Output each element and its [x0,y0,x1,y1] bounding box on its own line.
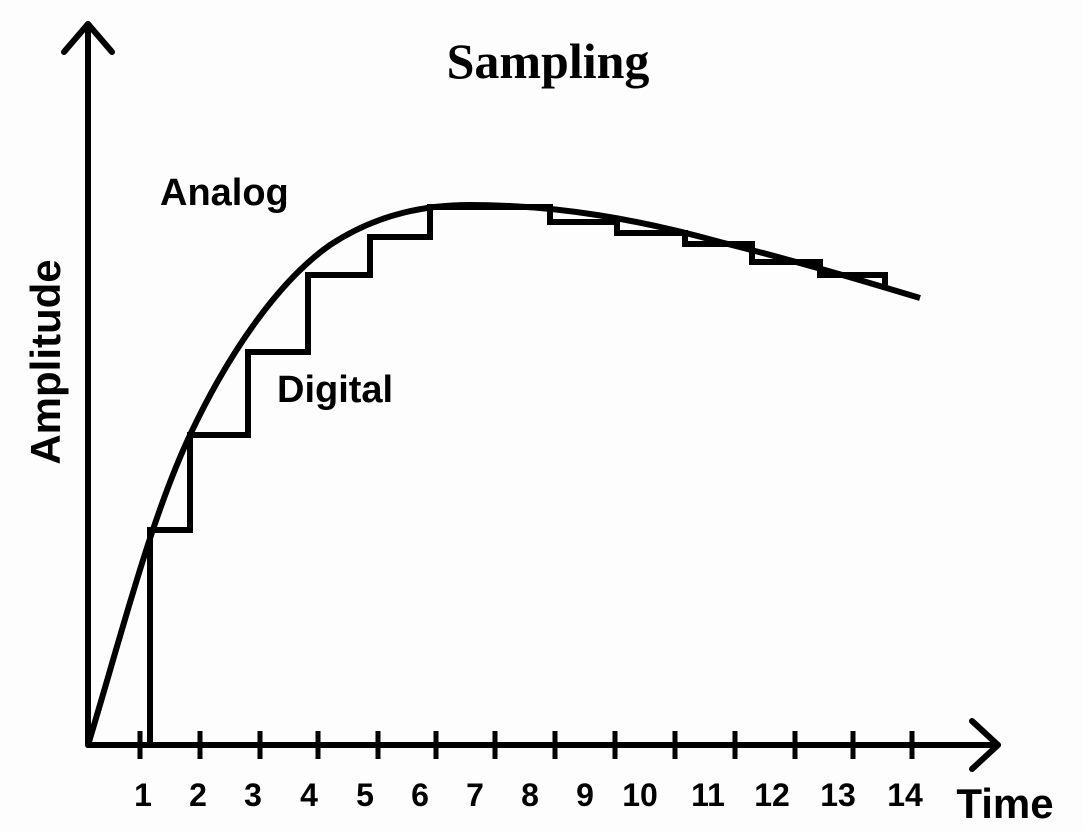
tick-marks [137,731,915,759]
title: Sampling [447,33,650,89]
x-tick-label: 8 [521,777,539,813]
y-axis-arrow [61,21,115,55]
digital-staircase [147,204,888,745]
axes [61,21,1001,772]
x-tick-label: 7 [466,777,484,813]
x-tick-label: 11 [691,777,725,813]
x-tick-label: 3 [244,777,262,813]
x-tick-label: 9 [576,777,594,813]
x-tick-label: 14 [887,777,923,813]
x-tick-label: 1 [134,777,152,813]
x-axis-arrow [969,718,1001,772]
x-tick-label: 5 [356,777,374,813]
x-tick-label: 13 [820,777,856,813]
x-tick-label: 4 [300,777,318,813]
x-axis-label: Time [956,780,1053,827]
x-tick-label: 10 [622,777,658,813]
x-tick-label: 6 [411,777,429,813]
x-tick-label: 2 [189,777,207,813]
x-tick-label: 12 [754,777,790,813]
y-axis-label: Amplitude [22,259,69,464]
digital-label: Digital [277,369,393,411]
analog-label: Analog [160,172,289,214]
